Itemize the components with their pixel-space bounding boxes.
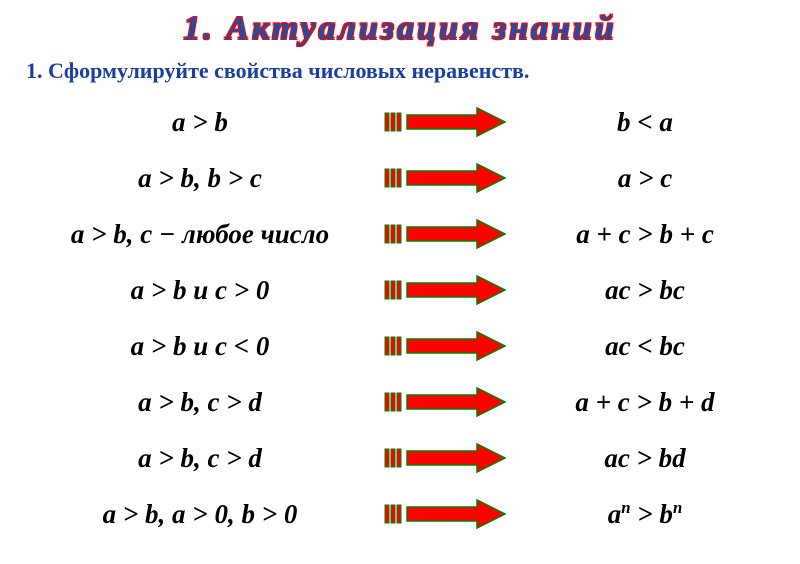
result-text: an > bn bbox=[510, 498, 780, 530]
condition-text: a > b и c < 0 bbox=[20, 331, 380, 362]
result-text: ac > bd bbox=[510, 443, 780, 474]
condition-text: a > b, c − любое число bbox=[20, 219, 380, 250]
condition-text: a > b, b > c bbox=[20, 163, 380, 194]
condition-text: a > b bbox=[20, 107, 380, 138]
result-text: ac < bc bbox=[510, 331, 780, 362]
implies-arrow-icon bbox=[380, 162, 510, 194]
implies-arrow-icon bbox=[380, 106, 510, 138]
condition-text: a > b, a > 0, b > 0 bbox=[20, 499, 380, 530]
property-row: a > b, c − любое число a + c > b + c bbox=[20, 206, 780, 262]
property-row: a > b, c > d ac > bd bbox=[20, 430, 780, 486]
condition-text: a > b, c > d bbox=[20, 443, 380, 474]
property-row: a > b и c > 0 ac > bc bbox=[20, 262, 780, 318]
rows-container: a > b b < aa > b, b > c a > ca > b, c − … bbox=[0, 94, 800, 542]
condition-text: a > b и c > 0 bbox=[20, 275, 380, 306]
condition-text: a > b, c > d bbox=[20, 387, 380, 418]
implies-arrow-icon bbox=[380, 498, 510, 530]
result-text: ac > bc bbox=[510, 275, 780, 306]
subtitle: 1. Сформулируйте свойства числовых нерав… bbox=[26, 58, 800, 84]
property-row: a > b, b > c a > c bbox=[20, 150, 780, 206]
implies-arrow-icon bbox=[380, 330, 510, 362]
result-text: a + c > b + d bbox=[510, 387, 780, 418]
implies-arrow-icon bbox=[380, 274, 510, 306]
property-row: a > b, a > 0, b > 0 an > bn bbox=[20, 486, 780, 542]
implies-arrow-icon bbox=[380, 442, 510, 474]
property-row: a > b, c > d a + c > b + d bbox=[20, 374, 780, 430]
property-row: a > b b < a bbox=[20, 94, 780, 150]
implies-arrow-icon bbox=[380, 386, 510, 418]
result-text: a > c bbox=[510, 163, 780, 194]
property-row: a > b и c < 0 ac < bc bbox=[20, 318, 780, 374]
page-title: 1. Актуализация знаний bbox=[0, 10, 800, 48]
implies-arrow-icon bbox=[380, 218, 510, 250]
result-text: b < a bbox=[510, 107, 780, 138]
result-text: a + c > b + c bbox=[510, 219, 780, 250]
